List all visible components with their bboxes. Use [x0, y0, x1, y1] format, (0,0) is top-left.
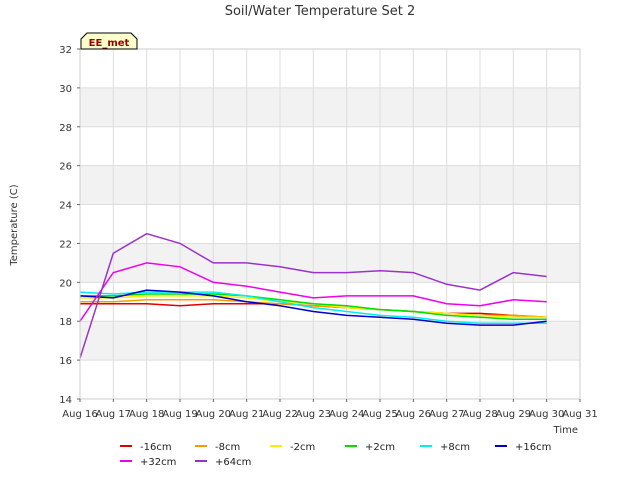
x-tick-label: Aug 17 — [96, 409, 131, 420]
legend-item-16cm: -16cm — [120, 442, 172, 453]
x-tick-label: Aug 18 — [129, 409, 164, 420]
y-tick-label: 28 — [59, 123, 72, 134]
gridlines — [79, 48, 581, 400]
x-tick-label: Aug 21 — [229, 409, 264, 420]
x-tick-label: Aug 20 — [196, 409, 231, 420]
legend-item-2cm: +2cm — [345, 442, 395, 453]
y-axis-label: Temperature (C) — [9, 184, 20, 266]
plot-background — [80, 49, 580, 399]
legend-label: -8cm — [215, 442, 240, 453]
plot-frame — [79, 48, 581, 400]
series-line-32cm — [79, 262, 547, 322]
x-tick-label: Aug 31 — [562, 409, 597, 420]
legend-item-8cm: +8cm — [420, 442, 470, 453]
legend: -16cm -8cm -2cm +2cm +8cm +16cm +32cm +64cm — [120, 442, 551, 468]
series-line-16cm — [79, 289, 547, 326]
legend-item-32cm: +32cm — [120, 457, 176, 468]
legend-item-64cm: +64cm — [195, 457, 251, 468]
legend-item-16cm: +16cm — [495, 442, 551, 453]
y-tick-label: 32 — [59, 45, 72, 56]
x-axis-label: Time — [553, 425, 578, 436]
y-tick-label: 14 — [59, 395, 72, 406]
y-tick-label: 26 — [59, 162, 72, 173]
series-line-8cm — [79, 291, 547, 324]
station-tag: EE_met — [80, 32, 138, 50]
y-tick-label: 20 — [59, 278, 72, 289]
x-tick-label: Aug 22 — [262, 409, 297, 420]
legend-label: +16cm — [515, 442, 551, 453]
x-tick-label: Aug 27 — [429, 409, 464, 420]
legend-label: -2cm — [290, 442, 315, 453]
series-line-64cm — [79, 232, 547, 359]
x-tick-label: Aug 30 — [529, 409, 564, 420]
legend-label: +2cm — [365, 442, 395, 453]
y-tick-label: 22 — [59, 239, 72, 250]
series-lines — [79, 232, 547, 359]
x-tick-label: Aug 29 — [496, 409, 531, 420]
plot-band — [80, 321, 580, 361]
series-line-2cm — [80, 293, 547, 321]
x-tick-label: Aug 24 — [329, 409, 364, 420]
y-tick-label: 30 — [59, 84, 72, 95]
plot-band — [80, 165, 580, 205]
plot-band — [80, 126, 580, 166]
plot-band — [80, 243, 580, 283]
y-tick-label: 18 — [59, 317, 72, 328]
x-tick-label: Aug 28 — [462, 409, 497, 420]
x-tick-label: Aug 26 — [396, 409, 431, 420]
legend-item-8cm: -8cm — [195, 442, 240, 453]
y-tick-label: 24 — [59, 201, 72, 212]
legend-label: +32cm — [140, 457, 176, 468]
x-tick-label: Aug 16 — [62, 409, 97, 420]
legend-item-2cm: -2cm — [270, 442, 315, 453]
legend-label: +8cm — [440, 442, 470, 453]
station-tag-box — [80, 32, 138, 50]
plot-band — [80, 204, 580, 244]
y-axis-ticks: 14 16 18 20 22 24 26 28 30 32 — [59, 45, 80, 406]
x-tick-label: Aug 19 — [162, 409, 197, 420]
y-tick-label: 16 — [59, 356, 72, 367]
plot-band — [80, 49, 580, 88]
x-tick-label: Aug 23 — [296, 409, 331, 420]
chart-title: Soil/Water Temperature Set 2 — [225, 4, 416, 19]
plot-band — [80, 87, 580, 127]
station-tag-label: EE_met — [89, 38, 130, 49]
legend-label: +64cm — [215, 457, 251, 468]
x-tick-label: Aug 25 — [362, 409, 397, 420]
legend-label: -16cm — [140, 442, 172, 453]
plot-band — [80, 360, 580, 399]
